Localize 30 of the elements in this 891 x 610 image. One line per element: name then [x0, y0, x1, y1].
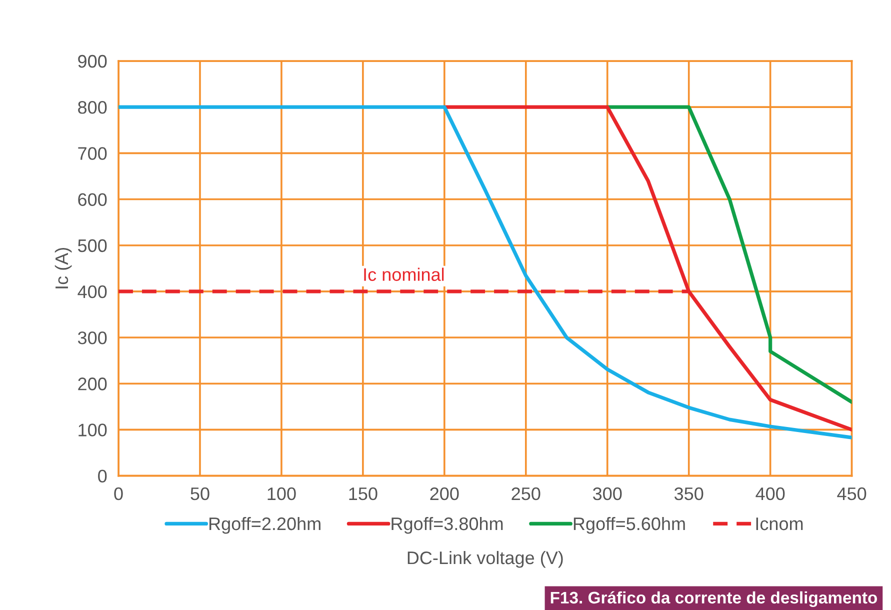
- y-tick-label: 100: [78, 424, 107, 436]
- y-axis-title: Ic (A): [54, 248, 72, 288]
- x-tick-label: 400: [756, 487, 785, 500]
- legend-label: Rgoff=2.20hm: [209, 516, 320, 534]
- x-tick-label: 250: [512, 487, 540, 500]
- y-tick-label: 500: [78, 239, 107, 252]
- x-axis-title: DC-Link voltage (V): [408, 550, 563, 568]
- y-tick-label: 300: [78, 331, 107, 344]
- y-tick-label: 600: [78, 193, 107, 206]
- legend-label: Rgoff=5.60hm: [574, 516, 685, 534]
- y-tick-label: 400: [78, 285, 107, 298]
- annotation: Ic nominal: [364, 268, 444, 281]
- y-tick-label: 200: [78, 378, 107, 390]
- x-tick-label: 50: [190, 487, 210, 500]
- legend-label: Icnom: [756, 518, 803, 530]
- x-tick-label: 350: [674, 487, 704, 500]
- y-tick-label: 900: [78, 54, 107, 68]
- legend-label: Rgoff=3.80hm: [392, 516, 503, 534]
- x-tick-label: 450: [837, 487, 866, 500]
- x-tick-label: 200: [430, 487, 459, 500]
- x-tick-label: 300: [592, 487, 622, 500]
- y-tick-label: 700: [78, 147, 107, 160]
- text: F13. Gráfico da corrente de desligamento: [550, 591, 878, 607]
- y-tick-label: 0: [98, 470, 107, 483]
- x-tick-label: 0: [114, 487, 123, 500]
- y-tick-label: 800: [78, 101, 107, 114]
- line-series: [118, 105, 852, 440]
- line-series: [606, 105, 852, 404]
- x-tick-label: 100: [268, 487, 296, 500]
- x-tick-label: 150: [349, 487, 378, 500]
